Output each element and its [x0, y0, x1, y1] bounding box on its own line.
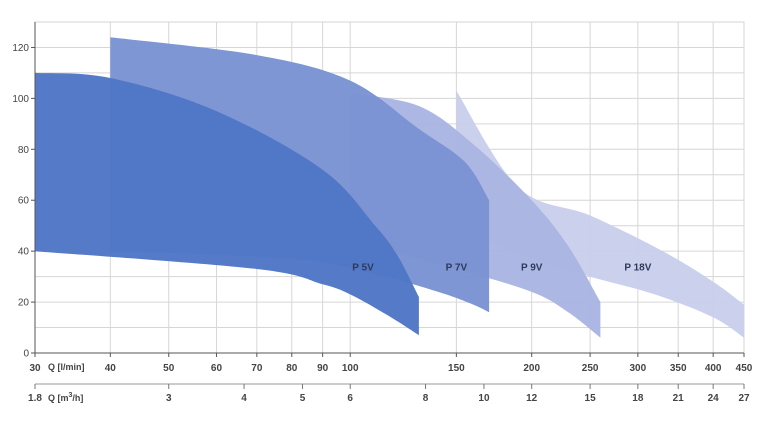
y-tick-label: 80	[18, 145, 30, 156]
y-tick-label: 20	[18, 298, 30, 309]
x2-tick-label: 12	[526, 393, 538, 404]
x-tick-label: 450	[736, 363, 753, 374]
x2-tick-label: 1.8	[28, 393, 42, 404]
x-tick-label: 90	[317, 363, 329, 374]
x-tick-label: 350	[670, 363, 687, 374]
x2-tick-label: 4	[241, 393, 247, 404]
x-tick-label: 100	[342, 363, 359, 374]
y-tick-label: 100	[12, 94, 29, 105]
x-tick-label: 400	[705, 363, 722, 374]
series-label-p-5v: P 5V	[352, 262, 374, 273]
series-label-p-7v: P 7V	[446, 262, 468, 273]
x-tick-label: 30	[29, 363, 41, 374]
x2-axis-title: Q [m3/h]	[48, 392, 83, 403]
y-tick-label: 120	[12, 43, 29, 54]
x-axis-title: Q [l/min]	[48, 362, 85, 372]
x2-tick-label: 5	[300, 393, 306, 404]
x-tick-label: 300	[630, 363, 647, 374]
x-tick-label: 200	[523, 363, 540, 374]
series-areas	[35, 37, 744, 338]
x-tick-label: 150	[448, 363, 465, 374]
series-area-p-18v	[456, 90, 744, 338]
x-tick-label: 70	[251, 363, 263, 374]
series-label-p-9v: P 9V	[521, 262, 543, 273]
x-tick-label: 60	[211, 363, 223, 374]
series-area-p-5v	[35, 72, 419, 336]
x-tick-label: 250	[582, 363, 599, 374]
x2-tick-label: 24	[708, 393, 720, 404]
axes: 0 20 40 60 80 100 120 30 40 50 60 70 80 90 100 150 200 25…	[12, 22, 753, 404]
x2-tick-label: 3	[166, 393, 172, 404]
x-tick-label: 50	[163, 363, 175, 374]
x2-tick-label: 27	[738, 393, 750, 404]
x2-tick-label: 10	[478, 393, 490, 404]
x2-tick-label: 15	[585, 393, 597, 404]
x-tick-label: 80	[286, 363, 298, 374]
y-tick-label: 60	[18, 196, 30, 207]
x2-tick-label: 8	[423, 393, 429, 404]
x2-tick-label: 21	[673, 393, 685, 404]
series-labels: P 18V P 9V P 7V P 5V	[352, 262, 651, 273]
y-tick-label: 40	[18, 247, 30, 258]
series-label-p-18v: P 18V	[624, 262, 651, 273]
y-tick-label: 0	[23, 349, 29, 360]
x2-tick-label: 18	[632, 393, 644, 404]
x2-tick-label: 6	[347, 393, 353, 404]
x-tick-label: 40	[105, 363, 117, 374]
